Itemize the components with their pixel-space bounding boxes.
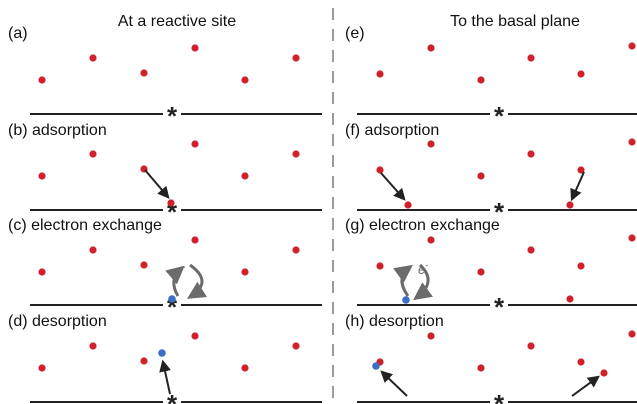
- reactant-dot-right: [628, 138, 636, 146]
- reactant-dot-left: [38, 172, 46, 180]
- adsorbed-reactant-right-1: [404, 201, 412, 209]
- adsorbed-reactant-left: [167, 199, 175, 207]
- reactant-dot-right: [628, 330, 636, 338]
- reactant-dot-right: [577, 166, 585, 174]
- adsorption-arrow-left: [144, 169, 170, 199]
- site-marker-right-1: *: [494, 197, 505, 227]
- product-dot-right: [402, 296, 410, 304]
- reactant-dot-left: [191, 236, 199, 244]
- reactant-dot-left: [191, 332, 199, 340]
- site-marker-right-0: *: [494, 101, 505, 131]
- site-marker-right-2: *: [494, 292, 505, 322]
- reactant-dot-right: [577, 262, 585, 270]
- adsorbed-reactant-right-2: [566, 201, 574, 209]
- reactant-dot-left: [191, 44, 199, 52]
- reactant-dot-left: [241, 268, 249, 276]
- reactant-dot-right: [376, 70, 384, 78]
- desorption-arrow-right-2: [571, 375, 600, 397]
- reactant-dot-right: [477, 172, 485, 180]
- desorption-arrow-right-1: [380, 370, 408, 397]
- electron-arrow-right-out: [413, 263, 433, 301]
- reactant-dot-right: [527, 150, 535, 158]
- reactant-dot-left: [140, 357, 148, 365]
- reactant-dot-left: [292, 342, 300, 350]
- reactant-dot-right: [527, 246, 535, 254]
- reactant-dot-left: [38, 76, 46, 84]
- electron-label-right: e-: [418, 260, 428, 277]
- reactant-dot-right: [527, 342, 535, 350]
- reactant-dot-right: [427, 332, 435, 340]
- electron-arrow-left-out: [186, 263, 207, 299]
- reactant-dot-left: [89, 342, 97, 350]
- reactant-dot-left: [89, 54, 97, 62]
- reactant-dot-left: [241, 76, 249, 84]
- reactant-dot-right: [628, 234, 636, 242]
- adsorbed-reactant-right-3: [566, 295, 574, 303]
- panel-label-c: (c) electron exchange: [8, 217, 162, 234]
- reactant-dot-right: [427, 140, 435, 148]
- electron-arrow-left-in: [165, 265, 185, 297]
- reactant-dot-right: [376, 166, 384, 174]
- reactant-dot-left: [140, 261, 148, 269]
- panel-label-a: (a): [8, 25, 28, 42]
- panel-label-e: (e): [345, 25, 365, 42]
- panel-label-g: (g) electron exchange: [345, 217, 500, 234]
- reactant-dot-left: [241, 172, 249, 180]
- reactant-dot-left: [38, 268, 46, 276]
- panel-label-d: (d) desorption: [8, 313, 107, 330]
- panel-label-h: (h) desorption: [345, 313, 444, 330]
- desorbed-reactant-right: [600, 369, 608, 377]
- adsorption-arrow-right-1: [380, 172, 406, 201]
- reactant-dot-left: [292, 54, 300, 62]
- reactant-dot-right: [628, 42, 636, 50]
- reactant-dot-right: [527, 54, 535, 62]
- left-column-header: At a reactive site: [118, 13, 236, 30]
- site-marker-left-2: *: [167, 292, 178, 322]
- site-marker-right-3: *: [494, 389, 505, 404]
- reactant-dot-left: [292, 246, 300, 254]
- adsorption-arrow-right-2: [570, 171, 585, 202]
- reactant-dot-left: [292, 150, 300, 158]
- reactant-dot-right: [477, 268, 485, 276]
- panel-label-f: (f) adsorption: [345, 122, 439, 139]
- reactant-dot-right: [577, 70, 585, 78]
- reactant-dot-right: [427, 236, 435, 244]
- site-marker-left-3: *: [167, 389, 178, 404]
- product-dot-left: [168, 295, 176, 303]
- reactant-dot-right: [477, 76, 485, 84]
- reactant-dot-left: [191, 140, 199, 148]
- right-column-header: To the basal plane: [450, 13, 580, 30]
- reactant-dot-left: [89, 150, 97, 158]
- desorbed-product-left: [158, 349, 166, 357]
- reactant-dot-right: [577, 358, 585, 366]
- electron-arrow-right-in: [393, 264, 413, 297]
- reactant-dot-left: [140, 69, 148, 77]
- reactant-dot-left: [89, 246, 97, 254]
- desorbed-product-right: [372, 362, 380, 370]
- desorption-arrow-left: [159, 359, 171, 395]
- reactant-dot-right: [376, 262, 384, 270]
- reactant-dot-left: [38, 364, 46, 372]
- reactant-dot-left: [241, 364, 249, 372]
- panel-label-b: (b) adsorption: [8, 122, 107, 139]
- reactant-dot-right: [477, 364, 485, 372]
- site-marker-left-1: *: [167, 197, 178, 227]
- reactant-dot-right: [427, 44, 435, 52]
- site-marker-left-0: *: [167, 101, 178, 131]
